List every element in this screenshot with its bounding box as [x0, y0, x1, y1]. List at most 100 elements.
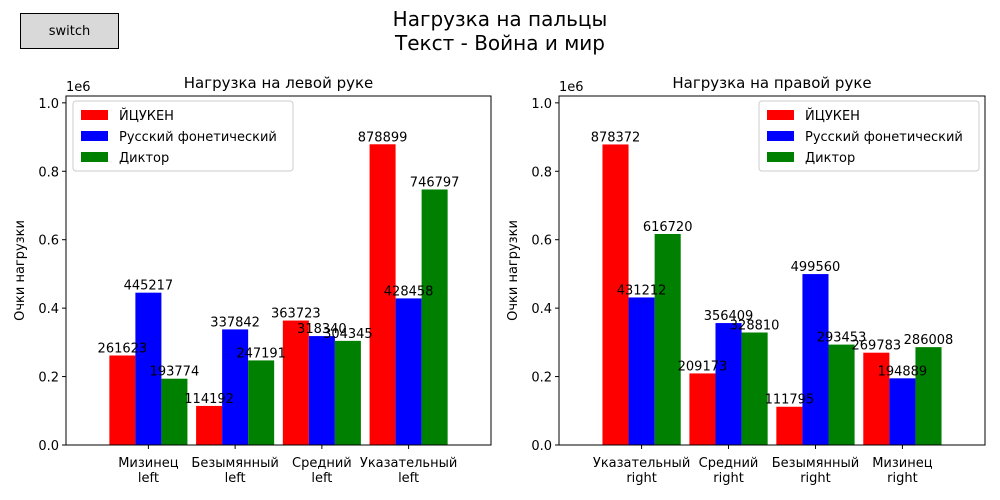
y-offset-label: 1e6	[559, 80, 584, 95]
x-tick-label: Средний	[699, 456, 759, 471]
x-tick-label: Безымянный	[772, 456, 859, 471]
bar-1-2	[689, 373, 716, 445]
chart-title: Нагрузка на левой руке	[184, 74, 374, 92]
bar-2-1	[628, 297, 655, 445]
bar-value-label: 318340	[297, 322, 347, 337]
bar-1-3	[282, 320, 309, 445]
x-tick-sublabel: left	[398, 471, 419, 486]
x-tick-sublabel: left	[138, 471, 159, 486]
x-tick-label: Указательный	[593, 456, 690, 471]
legend: ЙЦУКЕН Русский фонетический Диктор	[72, 100, 294, 172]
x-tick-label: Указательный	[360, 456, 457, 471]
legend-label: ЙЦУКЕН	[119, 108, 174, 124]
bar-value-label: 193774	[150, 365, 200, 380]
bar-value-label: 878372	[591, 130, 641, 145]
bar-3-4	[421, 189, 448, 445]
y-tick-label: 1.0	[531, 97, 552, 112]
legend: ЙЦУКЕН Русский фонетический Диктор	[758, 100, 980, 172]
bar-2-3	[802, 274, 829, 445]
bar-3-1	[654, 233, 681, 445]
legend-swatch	[767, 152, 794, 162]
bar-value-label: 746797	[410, 175, 460, 190]
bar-3-3	[334, 340, 361, 445]
x-tick-sublabel: right	[800, 471, 831, 486]
y-tick-label: 0.0	[531, 439, 552, 454]
bar-value-label: 328810	[730, 318, 780, 333]
bar-value-label: 431212	[617, 283, 667, 298]
bar-1-1	[109, 355, 136, 445]
bar-value-label: 111795	[765, 393, 815, 408]
x-tick-sublabel: right	[887, 471, 918, 486]
x-tick-sublabel: right	[626, 471, 657, 486]
bar-value-label: 445217	[124, 279, 174, 294]
bar-2-1	[135, 292, 162, 445]
bar-value-label: 337842	[210, 315, 260, 330]
legend-frame	[758, 100, 980, 172]
plot-frame	[65, 95, 492, 446]
y-offset-label: 1e6	[66, 80, 91, 95]
y-tick-label: 0.6	[531, 234, 552, 249]
y-tick-label: 0.8	[38, 165, 59, 180]
bar-3-3	[828, 344, 855, 445]
figure-title-line-1: Нагрузка на пальцы	[393, 7, 608, 31]
x-tick-label: Безымянный	[191, 456, 278, 471]
legend-label: Русский фонетический	[805, 130, 963, 145]
bar-2-2	[715, 323, 742, 445]
right-hand-chart: 878372 209173 111795 269783 431212 356409 4995…	[506, 74, 986, 486]
y-tick-label: 1.0	[38, 97, 59, 112]
bar-3-2	[741, 332, 768, 445]
y-tick-label: 0.2	[531, 371, 552, 386]
bar-value-label: 261623	[98, 341, 148, 356]
y-tick-label: 0.0	[38, 439, 59, 454]
bar-value-label: 304345	[323, 327, 373, 342]
chart-title: Нагрузка на правой руке	[672, 74, 871, 92]
bar-1-4	[369, 144, 396, 445]
bar-value-label: 616720	[643, 220, 693, 235]
bar-value-label: 194889	[878, 364, 928, 379]
bar-value-label: 209173	[678, 359, 728, 374]
y-tick-label: 0.2	[38, 371, 59, 386]
legend-swatch	[767, 110, 794, 120]
bar-value-label: 363723	[271, 307, 321, 322]
legend-frame	[72, 100, 294, 172]
bar-value-label: 286008	[904, 333, 954, 348]
x-tick-label: Мизинец	[118, 456, 179, 471]
y-tick-label: 0.8	[531, 165, 552, 180]
x-tick-label: Средний	[292, 456, 352, 471]
legend-swatch	[81, 131, 108, 141]
left-hand-chart: 261623 114192 363723 878899 445217 337842 3183…	[13, 74, 492, 486]
bar-value-label: 356409	[704, 309, 754, 324]
bar-1-1	[602, 144, 629, 446]
bar-2-2	[222, 329, 249, 445]
bar-3-1	[161, 378, 188, 445]
y-axis-label: Очки нагрузки	[13, 220, 28, 321]
x-tick-sublabel: left	[311, 471, 332, 486]
legend-label: ЙЦУКЕН	[805, 108, 860, 124]
figure-title-line-2: Текст - Война и мир	[394, 31, 605, 55]
plot-frame	[558, 95, 986, 446]
bar-1-4	[863, 352, 890, 445]
bar-value-label: 247191	[236, 346, 286, 361]
bar-value-label: 499560	[791, 260, 841, 275]
y-axis-label: Очки нагрузки	[506, 220, 521, 321]
bar-2-4	[395, 298, 422, 445]
switch-button[interactable]: switch	[20, 13, 119, 49]
bar-2-4	[889, 378, 916, 445]
bar-1-3	[776, 406, 803, 445]
bar-value-label: 293453	[817, 331, 867, 346]
x-tick-sublabel: left	[225, 471, 246, 486]
legend-label: Диктор	[119, 151, 169, 166]
legend-swatch	[767, 131, 794, 141]
bar-2-3	[308, 336, 335, 445]
legend-label: Русский фонетический	[119, 130, 277, 145]
bar-value-label: 878899	[358, 130, 408, 145]
x-tick-sublabel: right	[713, 471, 744, 486]
bar-1-2	[196, 405, 223, 445]
bar-3-4	[915, 347, 942, 445]
bar-value-label: 114192	[184, 392, 234, 407]
y-tick-label: 0.4	[38, 302, 59, 317]
legend-swatch	[81, 110, 108, 120]
y-tick-label: 0.6	[38, 234, 59, 249]
bar-value-label: 428458	[384, 284, 434, 299]
